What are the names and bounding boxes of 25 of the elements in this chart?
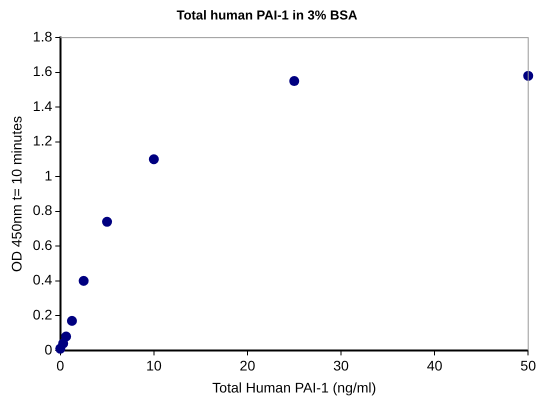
point <box>61 332 72 342</box>
x-tick-label: 50 <box>520 358 536 374</box>
x-tick-label: 30 <box>333 358 350 374</box>
x-tick-label: 40 <box>426 358 443 374</box>
point <box>289 76 300 86</box>
point <box>66 316 77 326</box>
chart-title: Total human PAI-1 in 3% BSA <box>176 7 358 22</box>
x-tick-label: 0 <box>56 358 64 374</box>
y-tick-label: 0.2 <box>32 306 52 323</box>
y-axis-title: OD 450nm t= 10 minutes <box>8 116 24 272</box>
x-tick-label: 20 <box>240 358 256 374</box>
y-tick-label: 0.8 <box>32 202 52 218</box>
y-tick-label: 1.6 <box>32 63 52 80</box>
y-tick-label: 1.8 <box>32 28 52 44</box>
y-tick-label: 0 <box>44 341 52 358</box>
y-tick-label: 1.2 <box>32 132 52 149</box>
point <box>102 216 112 227</box>
x-tick-label: 10 <box>146 358 162 374</box>
x-axis-title: Total Human PAI-1 (ng/ml) <box>212 379 376 396</box>
point <box>148 154 159 164</box>
y-tick-label: 1 <box>44 167 52 184</box>
y-tick-label: 0.6 <box>32 236 52 253</box>
y-tick-label: 0.4 <box>32 272 52 288</box>
point <box>78 276 89 286</box>
y-tick-label: 1.4 <box>32 98 52 114</box>
